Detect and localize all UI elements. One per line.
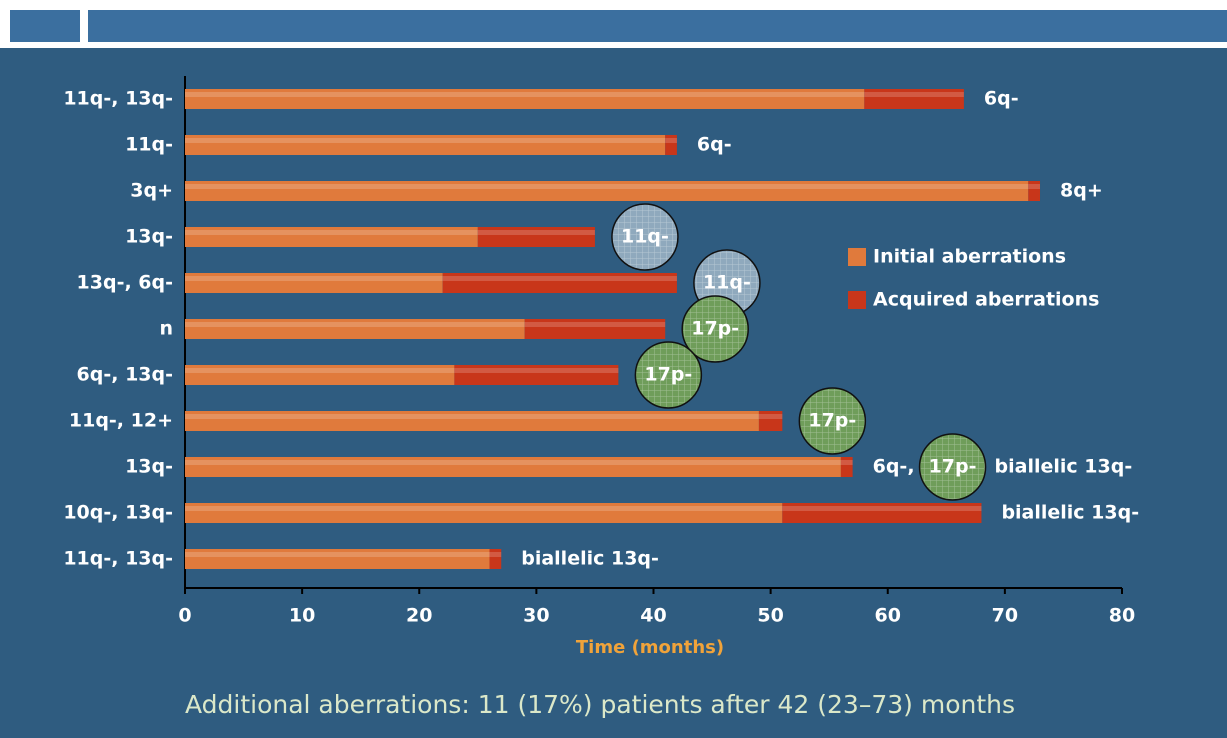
bar-highlight bbox=[185, 92, 865, 97]
initial-bar bbox=[185, 503, 783, 523]
acquired-bar bbox=[758, 411, 783, 431]
bar-highlight bbox=[864, 92, 964, 97]
bar-highlight bbox=[185, 322, 525, 327]
acquired-bar bbox=[489, 549, 502, 569]
annotation: biallelic 13q- bbox=[1001, 502, 1139, 524]
bar-highlight bbox=[1028, 184, 1041, 189]
bar-highlight bbox=[185, 230, 478, 235]
y-tick-label: 13q- bbox=[125, 226, 173, 248]
annotation: 8q+ bbox=[1060, 180, 1103, 202]
initial-bar bbox=[185, 549, 490, 569]
bar-highlight bbox=[489, 552, 502, 557]
initial-bar bbox=[185, 89, 865, 109]
circled-annotation: 17p- bbox=[929, 456, 977, 478]
circle-texture bbox=[683, 297, 748, 361]
y-tick-label: n bbox=[159, 318, 173, 340]
y-tick-label: 6q-, 13q- bbox=[77, 364, 173, 386]
bar-highlight bbox=[665, 138, 677, 143]
x-tick-label: 80 bbox=[1109, 605, 1135, 627]
initial-bar bbox=[185, 135, 666, 155]
footnote: Additional aberrations: 11 (17%) patient… bbox=[185, 690, 1015, 719]
acquired-bar bbox=[524, 319, 666, 339]
annotation: 6q- bbox=[697, 134, 732, 156]
bar-highlight bbox=[442, 276, 677, 281]
circle-texture bbox=[800, 389, 865, 453]
circled-annotation: 17p- bbox=[808, 410, 856, 432]
bar-highlight bbox=[185, 368, 455, 373]
initial-bar bbox=[185, 319, 525, 339]
annotation: biallelic 13q- bbox=[995, 456, 1133, 478]
x-tick-label: 10 bbox=[289, 605, 315, 627]
initial-bar bbox=[185, 365, 455, 385]
bar-highlight bbox=[782, 506, 982, 511]
y-tick-label: 11q- bbox=[125, 134, 173, 156]
x-tick-label: 50 bbox=[757, 605, 783, 627]
x-tick-label: 40 bbox=[640, 605, 666, 627]
initial-bar bbox=[185, 411, 759, 431]
y-tick-label: 10q-, 13q- bbox=[63, 502, 173, 524]
circled-annotation: 17p- bbox=[691, 318, 739, 340]
y-tick-label: 11q-, 13q- bbox=[63, 548, 173, 570]
annotation: biallelic 13q- bbox=[521, 548, 659, 570]
circled-annotation: 11q- bbox=[703, 272, 751, 294]
x-tick-label: 20 bbox=[406, 605, 432, 627]
bar-highlight bbox=[185, 506, 783, 511]
y-tick-label: 13q- bbox=[125, 456, 173, 478]
annotation: 6q-, bbox=[873, 456, 915, 478]
bar-highlight bbox=[185, 460, 841, 465]
bar-highlight bbox=[185, 276, 443, 281]
circle-texture bbox=[636, 343, 701, 407]
acquired-bar bbox=[665, 135, 677, 155]
initial-bar bbox=[185, 181, 1029, 201]
legend-label: Acquired aberrations bbox=[873, 289, 1099, 311]
circled-annotation: 17p- bbox=[644, 364, 692, 386]
acquired-bar bbox=[442, 273, 677, 293]
bar-highlight bbox=[185, 138, 666, 143]
bar-highlight bbox=[454, 368, 619, 373]
acquired-bar bbox=[477, 227, 595, 247]
y-tick-label: 11q-, 12+ bbox=[69, 410, 173, 432]
bar-highlight bbox=[840, 460, 853, 465]
acquired-bar bbox=[840, 457, 853, 477]
bar-highlight bbox=[758, 414, 783, 419]
acquired-bar bbox=[454, 365, 619, 385]
initial-bar bbox=[185, 457, 841, 477]
bar-highlight bbox=[185, 552, 490, 557]
acquired-bar bbox=[1028, 181, 1041, 201]
y-tick-label: 11q-, 13q- bbox=[63, 88, 173, 110]
legend-swatch bbox=[848, 248, 866, 266]
x-tick-label: 30 bbox=[523, 605, 549, 627]
circle-texture bbox=[612, 205, 677, 269]
circle-texture bbox=[920, 435, 985, 499]
legend-swatch bbox=[848, 291, 866, 309]
initial-bar bbox=[185, 273, 443, 293]
x-tick-label: 70 bbox=[992, 605, 1018, 627]
header-block bbox=[10, 10, 80, 42]
initial-bar bbox=[185, 227, 478, 247]
bar-highlight bbox=[477, 230, 595, 235]
x-axis-title: Time (months) bbox=[576, 637, 724, 658]
bar-highlight bbox=[524, 322, 666, 327]
y-tick-label: 3q+ bbox=[130, 180, 173, 202]
legend-label: Initial aberrations bbox=[873, 246, 1066, 268]
acquired-bar bbox=[782, 503, 982, 523]
bar-highlight bbox=[185, 184, 1029, 189]
acquired-bar bbox=[864, 89, 964, 109]
x-tick-label: 0 bbox=[178, 605, 191, 627]
y-tick-label: 13q-, 6q- bbox=[77, 272, 173, 294]
bar-highlight bbox=[185, 414, 759, 419]
circled-annotation: 11q- bbox=[621, 226, 669, 248]
x-tick-label: 60 bbox=[875, 605, 901, 627]
annotation: 6q- bbox=[984, 88, 1019, 110]
background bbox=[0, 48, 1227, 738]
header-band bbox=[88, 10, 1227, 42]
